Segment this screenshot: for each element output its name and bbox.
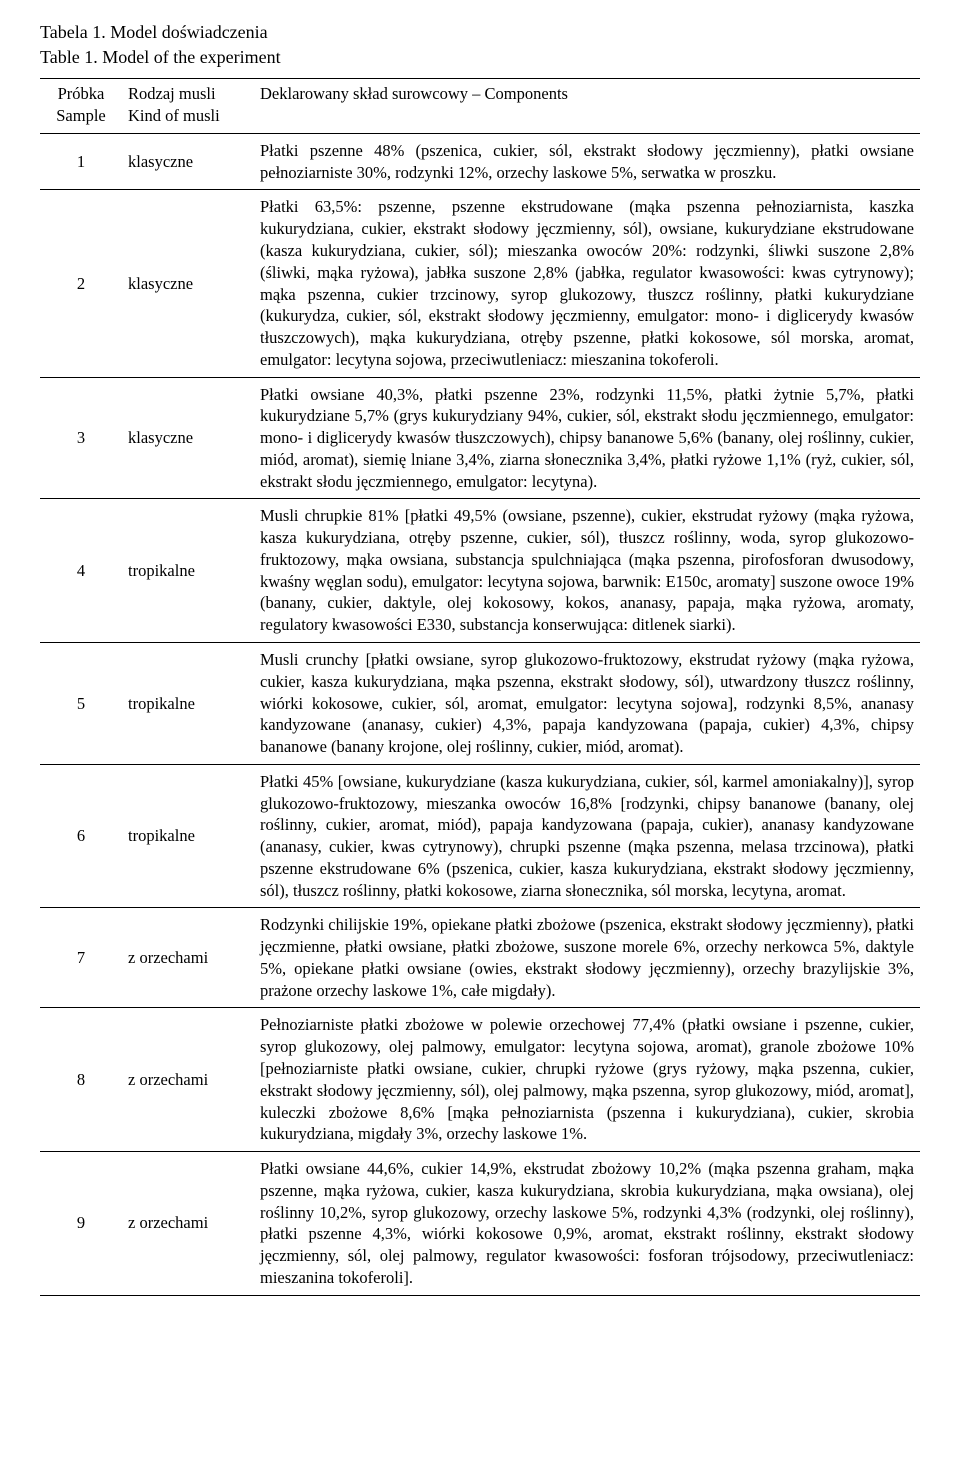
cell-kind: klasyczne (122, 190, 254, 377)
cell-kind: z orzechami (122, 1008, 254, 1152)
cell-kind: klasyczne (122, 377, 254, 499)
caption-line-pl: Tabela 1. Model doświadczenia (40, 20, 920, 45)
cell-sample: 8 (40, 1008, 122, 1152)
cell-components: Musli chrupkie 81% [płatki 49,5% (owsian… (254, 499, 920, 643)
header-kind-pl: Rodzaj musli (128, 83, 248, 105)
table-body: 1 klasyczne Płatki pszenne 48% (pszenica… (40, 133, 920, 1295)
cell-components: Rodzynki chilijskie 19%, opiekane płatki… (254, 908, 920, 1008)
header-kind-en: Kind of musli (128, 105, 248, 127)
table-row: 3 klasyczne Płatki owsiane 40,3%, płatki… (40, 377, 920, 499)
table-row: 4 tropikalne Musli chrupkie 81% [płatki … (40, 499, 920, 643)
table-row: 6 tropikalne Płatki 45% [owsiane, kukury… (40, 764, 920, 908)
cell-sample: 5 (40, 642, 122, 764)
header-sample-en: Sample (46, 105, 116, 127)
cell-components: Płatki 45% [owsiane, kukurydziane (kasza… (254, 764, 920, 908)
cell-components: Płatki owsiane 44,6%, cukier 14,9%, ekst… (254, 1152, 920, 1296)
page: Tabela 1. Model doświadczenia Table 1. M… (0, 0, 960, 1326)
cell-components: Płatki owsiane 40,3%, płatki pszenne 23%… (254, 377, 920, 499)
cell-kind: tropikalne (122, 499, 254, 643)
header-components-text: Deklarowany skład surowcowy – Components (260, 84, 568, 103)
table-row: 9 z orzechami Płatki owsiane 44,6%, cuki… (40, 1152, 920, 1296)
cell-kind: klasyczne (122, 133, 254, 190)
cell-components: Musli crunchy [płatki owsiane, syrop glu… (254, 642, 920, 764)
cell-sample: 1 (40, 133, 122, 190)
table-header-row: Próbka Sample Rodzaj musli Kind of musli… (40, 79, 920, 134)
cell-sample: 6 (40, 764, 122, 908)
table-row: 1 klasyczne Płatki pszenne 48% (pszenica… (40, 133, 920, 190)
table-row: 2 klasyczne Płatki 63,5%: pszenne, pszen… (40, 190, 920, 377)
table-row: 8 z orzechami Pełnoziarniste płatki zboż… (40, 1008, 920, 1152)
cell-sample: 7 (40, 908, 122, 1008)
header-sample: Próbka Sample (40, 79, 122, 134)
cell-kind: z orzechami (122, 908, 254, 1008)
cell-kind: tropikalne (122, 764, 254, 908)
cell-sample: 4 (40, 499, 122, 643)
experiment-table: Próbka Sample Rodzaj musli Kind of musli… (40, 78, 920, 1295)
cell-kind: tropikalne (122, 642, 254, 764)
cell-components: Płatki pszenne 48% (pszenica, cukier, só… (254, 133, 920, 190)
cell-sample: 9 (40, 1152, 122, 1296)
table-row: 7 z orzechami Rodzynki chilijskie 19%, o… (40, 908, 920, 1008)
cell-sample: 3 (40, 377, 122, 499)
cell-components: Pełnoziarniste płatki zbożowe w polewie … (254, 1008, 920, 1152)
header-kind: Rodzaj musli Kind of musli (122, 79, 254, 134)
cell-sample: 2 (40, 190, 122, 377)
table-row: 5 tropikalne Musli crunchy [płatki owsia… (40, 642, 920, 764)
header-components: Deklarowany skład surowcowy – Components (254, 79, 920, 134)
cell-components: Płatki 63,5%: pszenne, pszenne ekstrudow… (254, 190, 920, 377)
table-caption: Tabela 1. Model doświadczenia Table 1. M… (40, 20, 920, 70)
cell-kind: z orzechami (122, 1152, 254, 1296)
caption-line-en: Table 1. Model of the experiment (40, 45, 920, 70)
header-sample-pl: Próbka (46, 83, 116, 105)
